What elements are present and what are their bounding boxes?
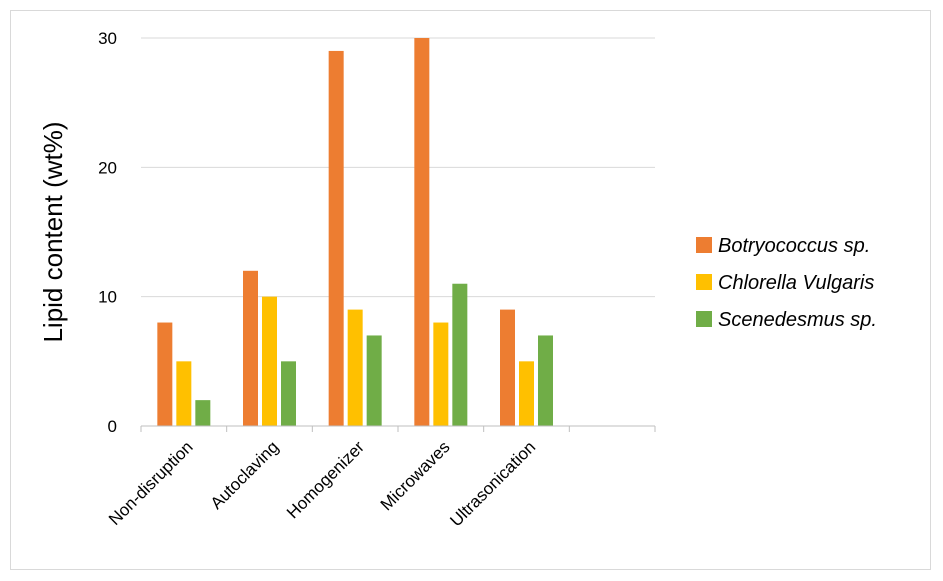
- x-tick-label: Autoclaving: [207, 437, 283, 513]
- bar: [452, 283, 468, 426]
- y-axis: 0 10 20 30: [98, 29, 117, 436]
- bars: [157, 38, 553, 426]
- bar: [347, 309, 363, 426]
- bar: [157, 322, 173, 426]
- bar: [414, 38, 430, 426]
- bar: [519, 361, 534, 426]
- bar: [538, 335, 553, 426]
- x-tick-label: Non-disruption: [105, 437, 197, 529]
- legend-swatch: [696, 311, 712, 327]
- x-tick-label: Homogenizer: [283, 437, 368, 522]
- x-tick-label: Ultrasonication: [446, 437, 539, 530]
- y-tick-label: 20: [98, 158, 117, 177]
- y-tick-label: 0: [108, 417, 117, 436]
- legend-swatch: [696, 237, 712, 253]
- bar: [176, 361, 192, 426]
- bar: [433, 322, 449, 426]
- legend: Botryococcus sp. Chlorella Vulgaris Scened…: [696, 235, 877, 331]
- bar: [243, 270, 258, 426]
- x-tick-label: Microwaves: [377, 437, 454, 514]
- bar: [262, 296, 277, 426]
- y-axis-label: Lipid content (wt%): [38, 121, 68, 342]
- y-tick-label: 30: [98, 29, 117, 48]
- y-tick-label: 10: [98, 288, 117, 307]
- bar: [328, 50, 344, 426]
- bar: [500, 309, 515, 426]
- legend-label: Scenedesmus sp.: [718, 309, 877, 331]
- legend-label: Chlorella Vulgaris: [718, 272, 874, 294]
- legend-label: Botryococcus sp.: [718, 235, 870, 257]
- chart-frame: [10, 10, 931, 570]
- bar: [195, 400, 211, 426]
- bar: [281, 361, 296, 426]
- legend-swatch: [696, 274, 712, 290]
- bar: [366, 335, 382, 426]
- gridlines: [141, 37, 655, 298]
- x-axis: Non-disruption Autoclaving Homogenizer Micr…: [105, 425, 656, 530]
